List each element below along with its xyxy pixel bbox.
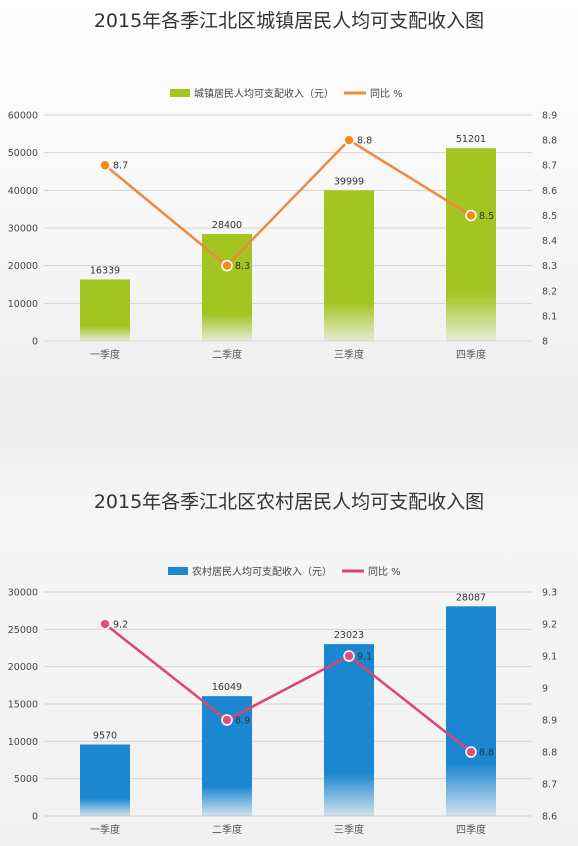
bar-value-label: 16049 <box>212 682 242 693</box>
bar-value-label: 23023 <box>334 630 364 641</box>
line-value-label: 8.3 <box>235 261 250 272</box>
y2-tick-label: 8.2 <box>542 286 557 297</box>
legend-bar-swatch <box>168 567 188 575</box>
chart-title: 2015年各季江北区农村居民人均可支配收入图 <box>93 491 485 513</box>
legend-line-label: 同比 % <box>368 566 401 578</box>
rural-income-chart-panel: 2015年各季江北区农村居民人均可支配收入图 农村居民人均可支配收入（元） 同比 … <box>0 423 578 846</box>
bar-value-label: 28400 <box>212 220 242 231</box>
bar <box>324 644 374 816</box>
line-value-label: 8.9 <box>235 716 250 727</box>
x-tick-label: 四季度 <box>456 823 486 836</box>
legend: 农村居民人均可支配收入（元） 同比 % <box>168 565 401 578</box>
y2-tick-label: 8.9 <box>542 716 557 727</box>
y-tick-label: 60000 <box>8 111 38 122</box>
x-tick-label: 一季度 <box>90 348 120 361</box>
y2-tick-label: 8.4 <box>542 236 557 247</box>
legend-bar-swatch <box>170 89 190 97</box>
y-tick-label: 50000 <box>8 148 38 159</box>
x-tick-label: 四季度 <box>456 348 486 361</box>
bar-value-label: 39999 <box>334 176 364 187</box>
y-tick-label: 20000 <box>8 261 38 272</box>
x-tick-label: 二季度 <box>212 823 242 836</box>
y-tick-label: 40000 <box>8 186 38 197</box>
y-tick-label: 20000 <box>8 662 38 673</box>
y-tick-label: 30000 <box>8 588 38 599</box>
line-point <box>99 159 111 171</box>
y2-tick-label: 9.3 <box>542 588 557 599</box>
legend: 城镇居民人均可支配收入（元） 同比 % <box>170 87 403 100</box>
y2-tick-label: 8.6 <box>542 186 557 197</box>
urban-income-chart: 城镇居民人均可支配收入（元） 同比 % 0 10000 20000 30000 40000 5… <box>8 87 557 361</box>
y2-tick-label: 8.1 <box>542 311 557 322</box>
y-tick-label: 10000 <box>8 737 38 748</box>
bar-value-label: 9570 <box>93 731 117 742</box>
bar-value-label: 51201 <box>456 134 486 145</box>
bar-value-label: 16339 <box>90 265 120 276</box>
y-tick-label: 30000 <box>8 224 38 235</box>
legend-line-label: 同比 % <box>370 88 403 100</box>
y2-tick-label: 8.7 <box>542 780 557 791</box>
y-tick-label: 25000 <box>8 625 38 636</box>
x-tick-label: 三季度 <box>334 823 364 836</box>
y-tick-label: 0 <box>32 812 38 823</box>
bar <box>324 190 374 341</box>
y2-tick-label: 9.2 <box>542 620 557 631</box>
line-point <box>99 618 111 630</box>
x-tick-label: 二季度 <box>212 348 242 361</box>
chart-title: 2015年各季江北区城镇居民人均可支配收入图 <box>93 10 485 32</box>
line-value-label: 8.8 <box>357 136 372 147</box>
y-tick-label: 5000 <box>14 774 38 785</box>
y2-tick-label: 8.8 <box>542 136 557 147</box>
x-tick-label: 一季度 <box>90 823 120 836</box>
y2-tick-label: 8.9 <box>542 111 557 122</box>
y-tick-label: 0 <box>32 337 38 348</box>
line-point <box>343 650 355 662</box>
line-point <box>221 259 233 272</box>
y-tick-label: 15000 <box>8 700 38 711</box>
line-point <box>465 209 477 222</box>
y2-tick-label: 8.3 <box>542 261 557 272</box>
y2-tick-label: 9 <box>542 684 548 695</box>
line-value-label: 8.8 <box>479 748 494 759</box>
bar <box>202 696 252 816</box>
y2-tick-label: 8 <box>542 337 548 348</box>
legend-bar-label: 农村居民人均可支配收入（元） <box>192 565 332 578</box>
line-point <box>221 714 233 726</box>
rural-income-chart: 农村居民人均可支配收入（元） 同比 % 0 5000 10000 15000 20000 25… <box>8 565 557 836</box>
line-value-label: 8.7 <box>113 161 128 172</box>
y2-tick-label: 8.8 <box>542 748 557 759</box>
legend-bar-label: 城镇居民人均可支配收入（元） <box>194 87 334 100</box>
y2-tick-label: 8.7 <box>542 161 557 172</box>
y2-tick-label: 8.6 <box>542 812 557 823</box>
bar <box>446 148 496 341</box>
line-point <box>343 134 355 146</box>
bar <box>80 744 130 816</box>
y2-tick-label: 9.1 <box>542 652 557 663</box>
y2-tick-label: 8.5 <box>542 211 557 222</box>
line-value-label: 9.2 <box>113 620 128 631</box>
urban-income-chart-panel: 2015年各季江北区城镇居民人均可支配收入图 城镇居民人均可支配收入（元） 同比 … <box>8 10 557 361</box>
bar-value-label: 28087 <box>456 592 486 603</box>
line-value-label: 9.1 <box>357 652 372 663</box>
line-series <box>104 138 472 268</box>
bar <box>80 279 130 341</box>
x-tick-label: 三季度 <box>334 348 364 361</box>
line-series <box>104 623 472 753</box>
line-point <box>465 746 477 758</box>
y-tick-label: 10000 <box>8 299 38 310</box>
bar <box>446 606 496 816</box>
line-value-label: 8.5 <box>479 211 494 222</box>
